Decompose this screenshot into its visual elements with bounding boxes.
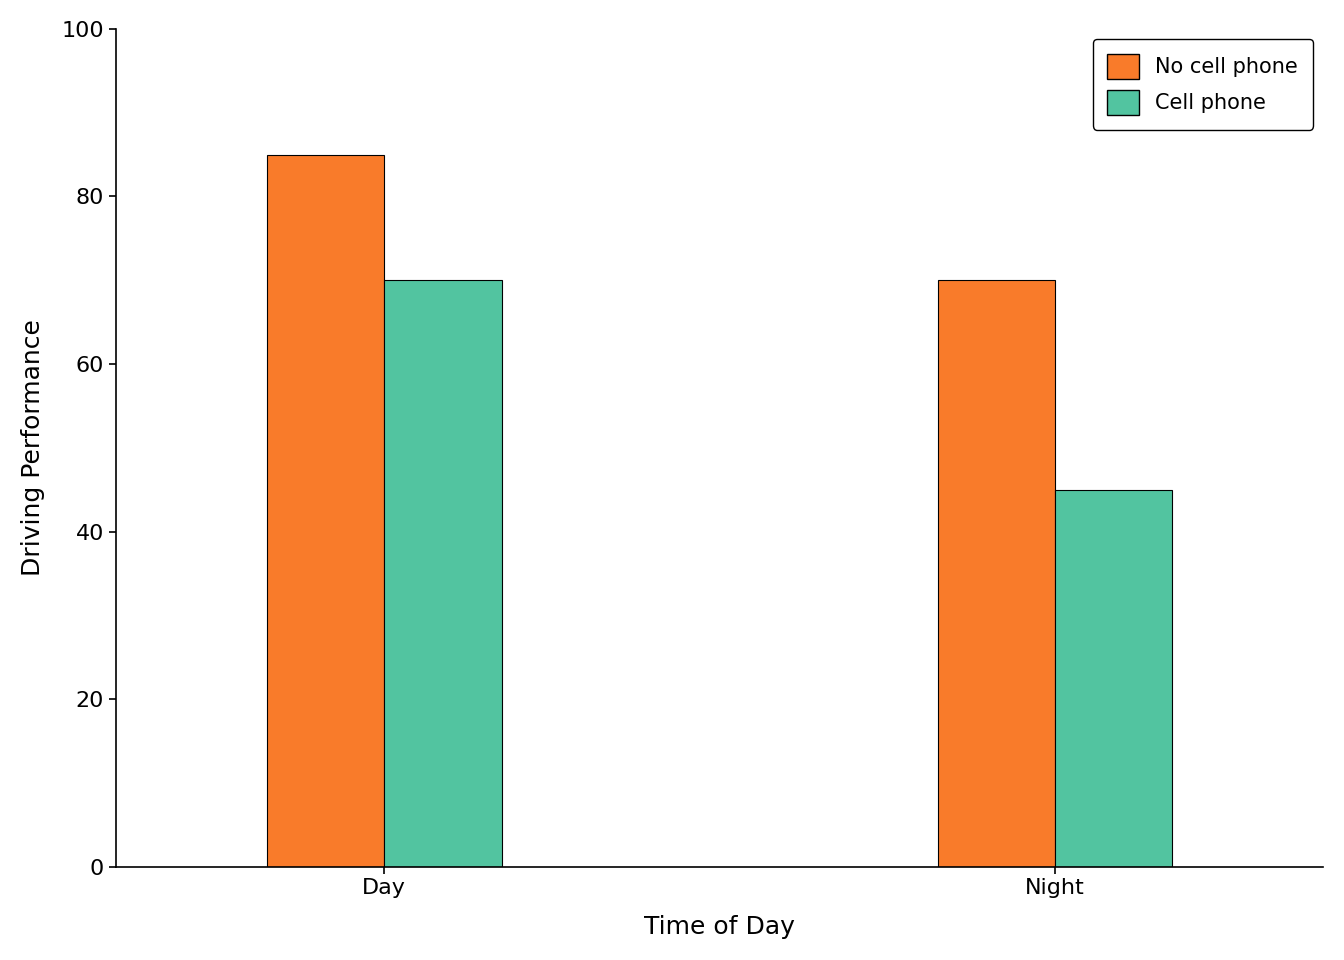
Bar — [938, 280, 1055, 867]
X-axis label: Time of Day: Time of Day — [644, 915, 796, 939]
Bar — [384, 280, 501, 867]
Bar — [1055, 490, 1172, 867]
Legend: No cell phone, Cell phone: No cell phone, Cell phone — [1093, 39, 1313, 130]
Bar — [267, 155, 384, 867]
Y-axis label: Driving Performance: Driving Performance — [22, 320, 44, 576]
